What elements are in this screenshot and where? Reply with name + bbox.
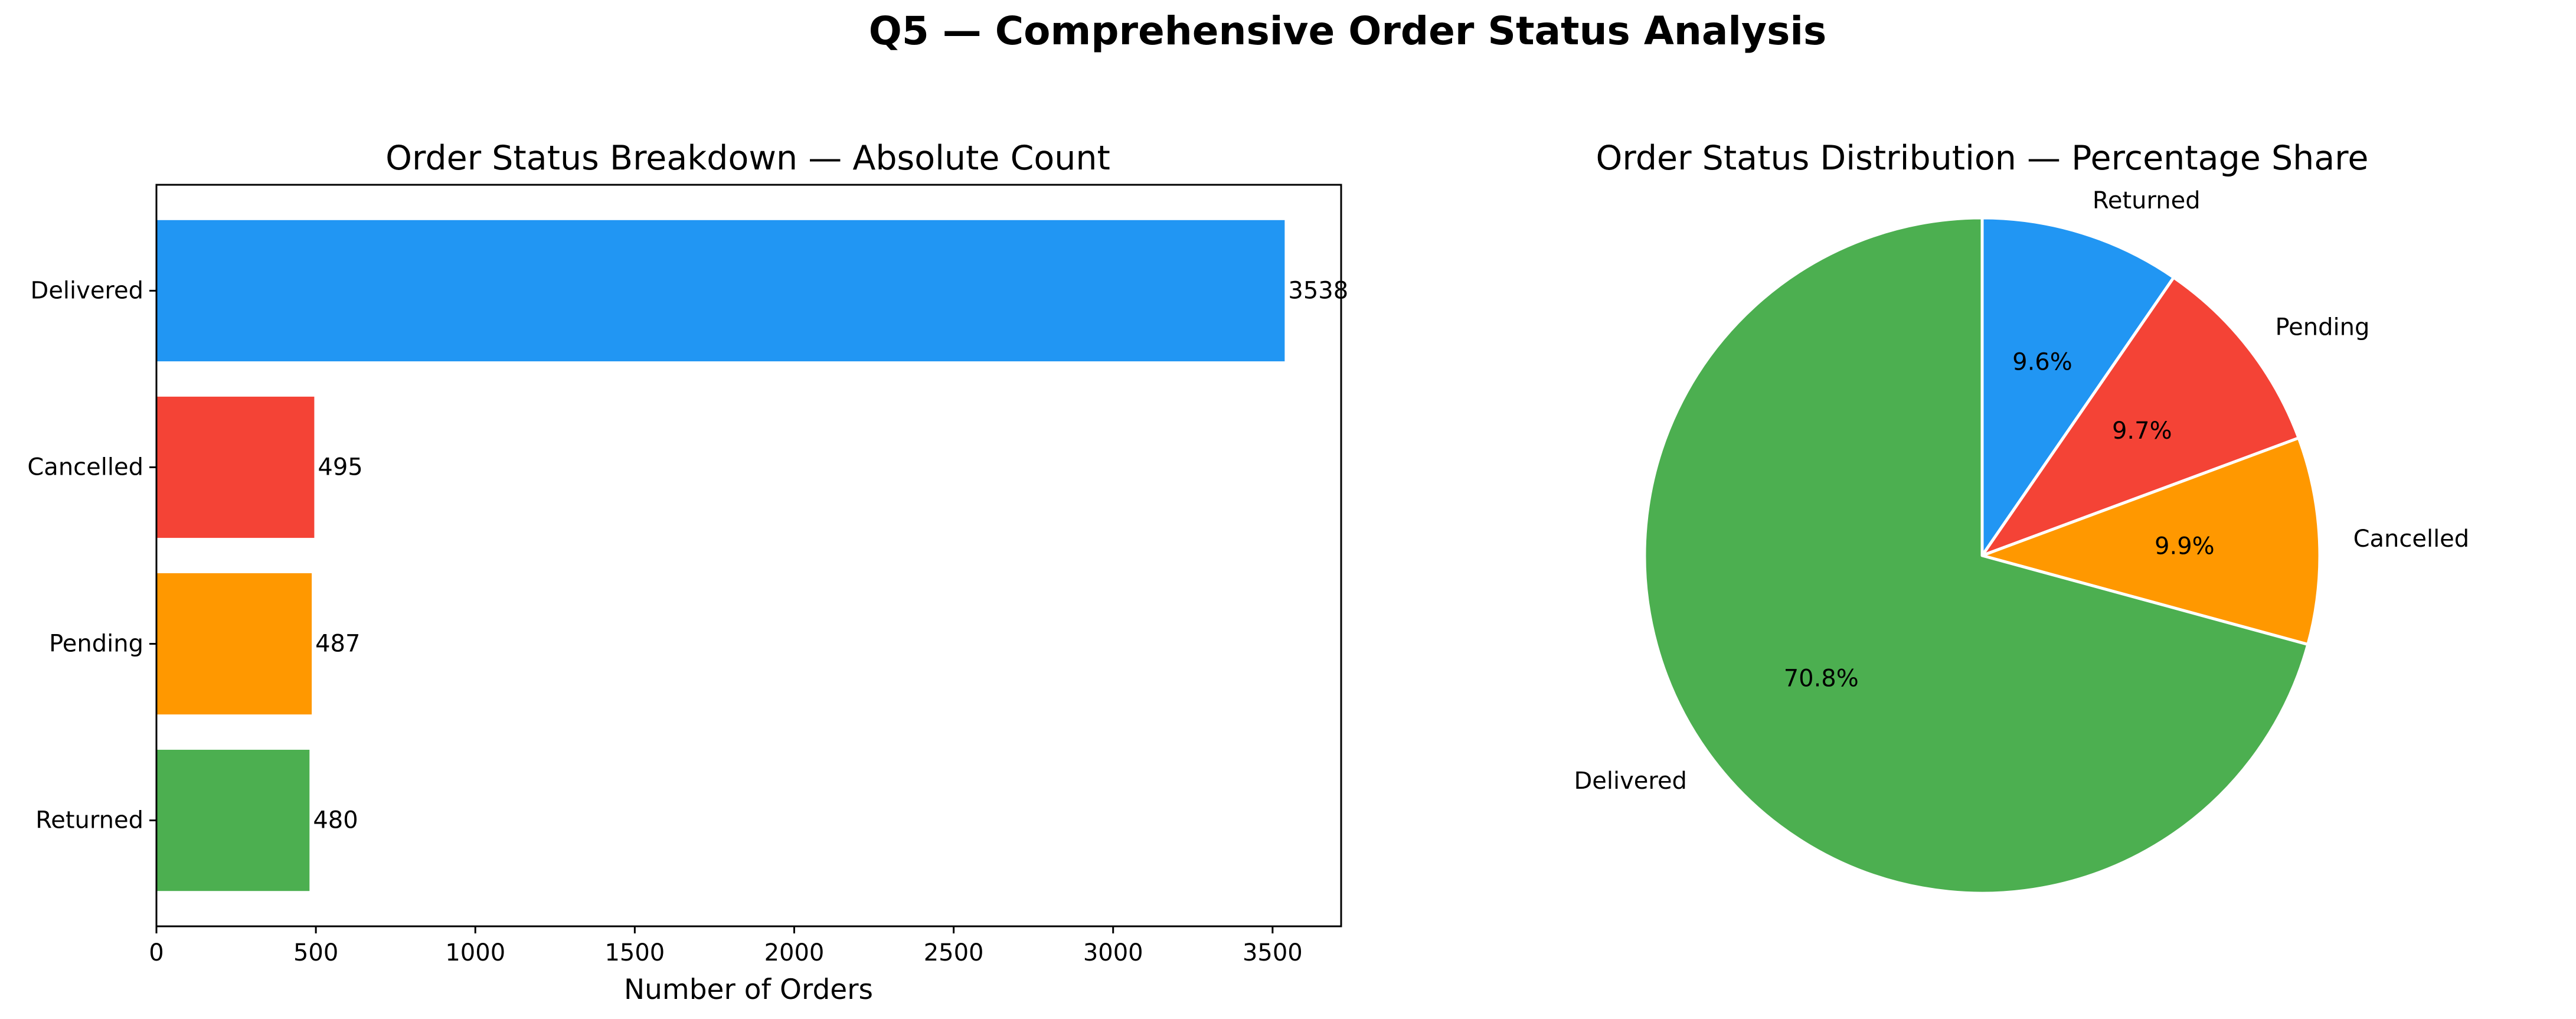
- bar-chart-x-axis: 0 500 1000 1500 2000 2500 3000 3500: [149, 926, 1303, 966]
- pie-percent-label-cancelled: 9.9%: [2155, 533, 2215, 560]
- figure-title: Q5 — Comprehensive Order Status Analysis: [869, 8, 1827, 54]
- x-tick-label-2000: 2000: [764, 939, 825, 966]
- x-tick-label-3000: 3000: [1083, 939, 1143, 966]
- bar-value-label-pending: 487: [315, 631, 360, 658]
- pie-slice-pending: [1980, 276, 2300, 557]
- bar-delivered: [156, 220, 1285, 362]
- pie-slice-delivered: [1643, 216, 2310, 895]
- bar-returned: [156, 749, 310, 891]
- bar-pending: [156, 573, 312, 715]
- x-tick-label-3500: 3500: [1243, 939, 1303, 966]
- bar-value-label-delivered: 3538: [1288, 277, 1348, 304]
- y-tick-label-cancelled: Cancelled: [27, 453, 143, 481]
- x-tick-label-0: 0: [149, 939, 164, 966]
- x-tick-label-1000: 1000: [445, 939, 505, 966]
- bar-chart-x-axis-label: Number of Orders: [624, 974, 873, 1006]
- pie-slice-returned: [1980, 216, 2175, 557]
- bar-value-label-returned: 480: [313, 807, 358, 834]
- pie-chart-panel: Order Status Distribution — Percentage S…: [1574, 139, 2470, 895]
- pie-label-cancelled: Cancelled: [2353, 525, 2470, 553]
- pie-label-returned: Returned: [2093, 187, 2201, 214]
- pie-slice-cancelled: [1980, 436, 2322, 646]
- pie-chart-title: Order Status Distribution — Percentage S…: [1596, 139, 2369, 178]
- bar-chart-panel: Order Status Breakdown — Absolute Count …: [27, 139, 1348, 1006]
- bar-chart-title: Order Status Breakdown — Absolute Count: [385, 139, 1110, 178]
- bar-chart-y-axis: Delivered Cancelled Pending Returned: [27, 277, 156, 834]
- bar-value-label-cancelled: 495: [318, 453, 362, 481]
- bar-cancelled: [156, 396, 315, 538]
- bar-chart-marks: 3538 495 487 480: [156, 220, 1348, 891]
- y-tick-label-pending: Pending: [49, 631, 143, 658]
- pie-percent-label-pending: 9.7%: [2112, 417, 2172, 445]
- pie-percent-label-delivered: 70.8%: [1784, 665, 1859, 692]
- pie-chart-marks: 9.6% Returned 9.7% Pending 9.9% Cancelled 70.8…: [1574, 187, 2470, 895]
- x-tick-label-2500: 2500: [924, 939, 984, 966]
- pie-label-pending: Pending: [2275, 313, 2369, 341]
- pie-percent-label-returned: 9.6%: [2012, 348, 2072, 375]
- y-tick-label-returned: Returned: [35, 807, 143, 834]
- x-tick-label-500: 500: [293, 939, 338, 966]
- bar-chart-frame: [155, 184, 1342, 927]
- pie-label-delivered: Delivered: [1574, 767, 1686, 795]
- x-tick-label-1500: 1500: [604, 939, 665, 966]
- y-tick-label-delivered: Delivered: [31, 277, 143, 304]
